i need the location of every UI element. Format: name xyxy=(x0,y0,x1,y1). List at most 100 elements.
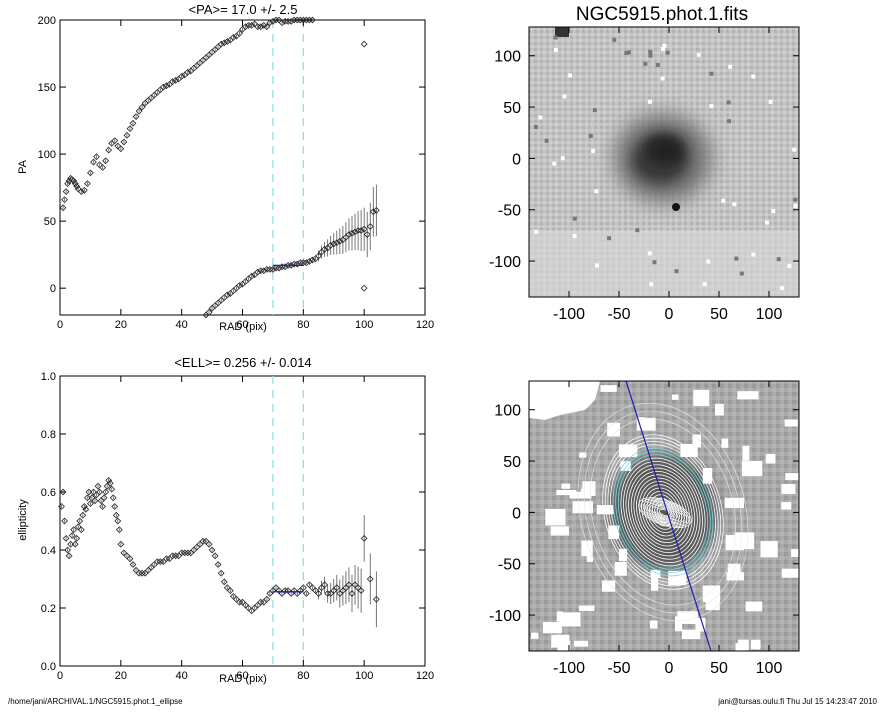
data-point xyxy=(351,228,359,236)
pixel-speck xyxy=(792,147,797,152)
pixel-speck xyxy=(553,48,558,53)
data-point xyxy=(93,153,100,161)
mask-block xyxy=(705,598,720,611)
data-point xyxy=(309,256,316,264)
y-tick-label: 0.8 xyxy=(41,429,56,441)
mask-block xyxy=(693,389,710,407)
pixel-speck xyxy=(533,124,538,129)
pa-plot: <PA>= 17.0 +/- 2.5 0 20 40 60 80 100 120 0 50 10… xyxy=(17,2,434,333)
data-point xyxy=(123,131,131,139)
data-point xyxy=(111,137,119,145)
data-point xyxy=(129,119,137,127)
pixel-speck xyxy=(544,138,549,143)
data-point xyxy=(306,257,313,265)
data-point xyxy=(372,207,380,214)
data-point xyxy=(269,17,277,25)
x-tick-label: 100 xyxy=(355,670,373,682)
data-point xyxy=(205,308,213,316)
pa-plot-title: <PA>= 17.0 +/- 2.5 xyxy=(189,2,298,17)
data-point xyxy=(112,511,120,519)
pixel-speck xyxy=(768,99,773,104)
data-point xyxy=(321,245,329,253)
outer-isophote xyxy=(577,402,749,622)
data-point xyxy=(205,540,213,548)
data-point xyxy=(70,526,78,534)
mask-block xyxy=(569,491,592,499)
data-point xyxy=(59,204,67,212)
mask-block xyxy=(601,580,616,592)
data-point xyxy=(260,267,268,275)
isophote-ellipse xyxy=(630,471,696,553)
y-tick-label: 50 xyxy=(44,216,56,228)
data-point xyxy=(302,590,310,597)
mask-block xyxy=(620,461,631,471)
data-point xyxy=(315,590,322,597)
pixel-speck xyxy=(764,220,769,225)
data-point xyxy=(87,169,94,177)
pixel-speck xyxy=(626,50,631,55)
mask-block xyxy=(750,639,761,650)
y-tick-label: 200 xyxy=(38,15,56,27)
y-tick-label: 0.2 xyxy=(41,603,56,615)
pixel-speck xyxy=(612,37,617,42)
data-point xyxy=(64,546,71,554)
mask-block xyxy=(781,502,792,510)
y-tick-label: 0.4 xyxy=(41,545,56,557)
ell-fit-range-lines xyxy=(272,376,304,666)
x-tick-label: 40 xyxy=(176,319,188,331)
data-point xyxy=(129,561,137,568)
pixel-speck xyxy=(649,282,654,287)
mask-block xyxy=(614,561,627,576)
mask-block xyxy=(531,632,539,639)
data-point xyxy=(236,282,243,289)
data-point xyxy=(126,125,134,133)
mask-block xyxy=(649,620,658,629)
data-point xyxy=(336,237,344,245)
pixel-speck xyxy=(560,156,565,161)
mask-block xyxy=(636,417,656,431)
mask-block xyxy=(737,391,759,400)
x-tick-label: -50 xyxy=(607,306,630,323)
mask-block xyxy=(702,585,721,603)
data-point xyxy=(248,272,256,280)
data-point xyxy=(79,511,87,519)
mask-block xyxy=(581,540,593,557)
data-point xyxy=(117,540,125,548)
data-point xyxy=(208,546,216,554)
pixel-speck xyxy=(607,236,612,241)
data-point xyxy=(94,482,102,490)
isophote-ellipse xyxy=(636,477,690,547)
mask-block xyxy=(556,611,563,622)
data-point xyxy=(132,113,140,120)
pixel-speck xyxy=(624,51,629,56)
isophote-ellipse xyxy=(610,444,716,580)
data-point xyxy=(80,186,88,194)
galaxy-image-x-ticks: -100 -50 0 50 100 xyxy=(553,27,782,323)
x-tick-label: 50 xyxy=(710,660,728,677)
pixel-speck xyxy=(771,208,776,213)
pixel-speck xyxy=(655,63,660,68)
data-point xyxy=(299,584,307,592)
mask-block xyxy=(618,548,628,562)
data-point xyxy=(83,180,91,187)
data-point xyxy=(211,552,219,560)
data-point xyxy=(71,540,79,548)
mask-block xyxy=(607,422,621,437)
isophote-ellipses xyxy=(577,402,749,622)
inner-isophote xyxy=(658,509,671,517)
data-point xyxy=(100,494,108,502)
pixel-speck xyxy=(553,35,558,40)
pixel-speck xyxy=(732,202,737,207)
data-point xyxy=(120,138,128,146)
pixel-speck xyxy=(660,76,665,81)
data-point xyxy=(363,231,371,238)
data-point xyxy=(111,503,119,510)
pixel-speck xyxy=(727,119,732,124)
mask-block xyxy=(785,473,799,481)
mask-block xyxy=(741,461,763,477)
pixel-speck xyxy=(647,251,652,256)
mask-block xyxy=(724,497,744,508)
mask-block xyxy=(560,612,581,627)
pixel-speck xyxy=(721,198,726,203)
mask-block xyxy=(784,419,798,427)
